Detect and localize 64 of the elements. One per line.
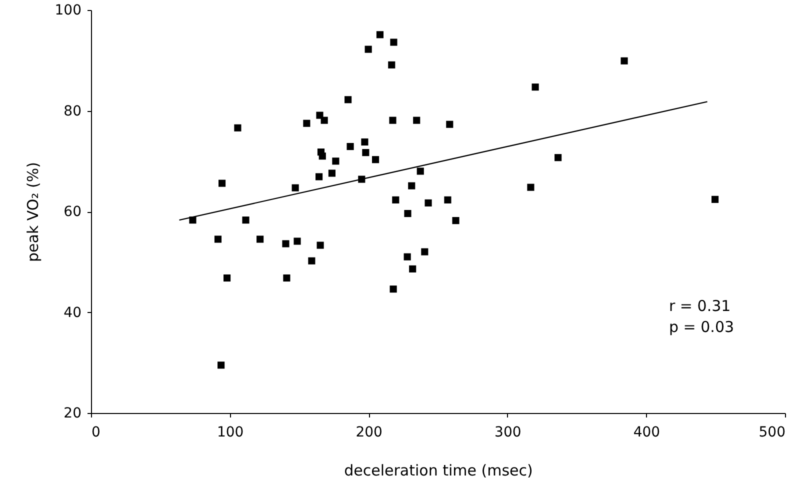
- point: [446, 120, 454, 128]
- point: [303, 120, 310, 127]
- point: [620, 57, 628, 64]
- point: [421, 248, 428, 256]
- point: [223, 274, 231, 282]
- point: [320, 116, 328, 124]
- point: [364, 46, 372, 53]
- annotation: p = 0.03: [669, 318, 734, 336]
- point: [424, 199, 432, 206]
- y-tick-label: 100: [54, 2, 82, 18]
- point: [532, 84, 539, 91]
- point: [214, 236, 222, 243]
- point: [362, 149, 370, 156]
- point: [282, 240, 290, 248]
- x-tick-label: 200: [356, 424, 382, 440]
- point: [344, 96, 352, 104]
- x-tick-label: 500: [758, 424, 786, 440]
- annotation: r = 0.31: [669, 297, 731, 315]
- point: [372, 156, 380, 164]
- point: [527, 184, 534, 191]
- x-tick-label: 100: [216, 424, 244, 440]
- point: [404, 210, 412, 218]
- point: [218, 180, 226, 187]
- point: [413, 116, 420, 124]
- y-tick-label: 80: [64, 103, 82, 120]
- y-tick-label: 60: [64, 204, 82, 220]
- x-tick-label: 0: [92, 424, 100, 440]
- point: [218, 362, 225, 369]
- y-tick-label: 40: [64, 304, 82, 321]
- point: [452, 217, 460, 224]
- point: [283, 274, 290, 282]
- x-axis-title: deceleration time (msec): [344, 462, 533, 480]
- point: [346, 142, 354, 150]
- point: [392, 196, 400, 204]
- point: [316, 173, 323, 180]
- point: [390, 38, 398, 46]
- point: [294, 238, 301, 245]
- y-axis-title: peak VO₂ (%): [24, 162, 42, 262]
- point: [390, 286, 397, 293]
- point: [388, 61, 396, 68]
- point: [408, 182, 416, 190]
- point: [189, 216, 196, 224]
- y-tick-label: 20: [64, 406, 82, 422]
- x-tick-label: 400: [633, 424, 660, 440]
- point: [316, 242, 324, 249]
- point: [416, 168, 424, 175]
- point: [712, 196, 719, 203]
- point: [332, 158, 340, 165]
- point: [404, 253, 411, 260]
- point: [318, 152, 326, 160]
- point: [256, 236, 264, 243]
- point: [234, 124, 242, 132]
- point: [554, 154, 562, 162]
- point: [292, 184, 299, 192]
- point: [444, 196, 452, 204]
- x-tick-label: 300: [494, 424, 522, 440]
- point: [316, 112, 324, 119]
- point: [328, 170, 336, 177]
- point: [409, 265, 416, 272]
- point: [308, 257, 316, 264]
- point: [376, 31, 384, 38]
- point: [242, 216, 250, 224]
- point: [389, 116, 396, 124]
- point: [361, 138, 368, 146]
